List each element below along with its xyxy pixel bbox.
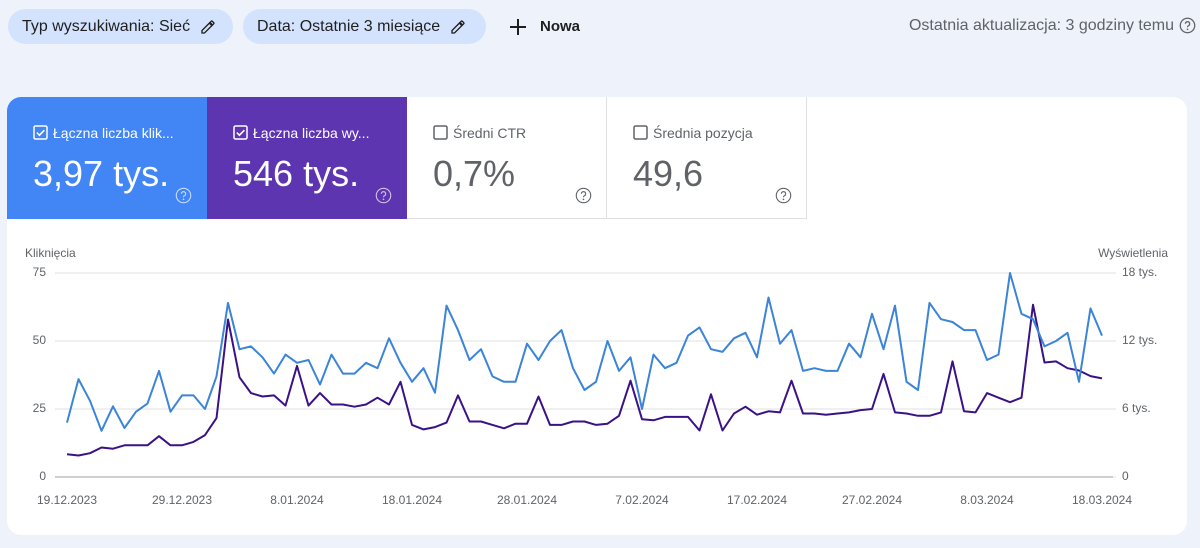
y-tick-label: 50 (33, 333, 47, 347)
x-tick-label: 7.02.2024 (615, 493, 669, 507)
filter-label: Data: Ostatnie 3 miesiące (257, 17, 441, 35)
y2-tick-label: 18 tys. (1122, 265, 1157, 279)
checkbox[interactable] (633, 125, 648, 140)
y2-tick-label: 12 tys. (1122, 333, 1157, 347)
plus-icon (510, 18, 526, 35)
checkbox[interactable] (233, 125, 248, 140)
y2-tick-label: 0 (1122, 469, 1129, 483)
filter-label: Typ wyszukiwania: Sieć (22, 17, 191, 35)
metric-label: Łączna liczba klik... (53, 125, 174, 141)
x-tick-label: 19.12.2023 (37, 493, 97, 507)
metric-card[interactable]: Łączna liczba wy... 546 tys. (207, 97, 407, 219)
x-tick-label: 29.12.2023 (152, 493, 212, 507)
metric-label: Średni CTR (453, 125, 527, 141)
metric-card[interactable]: Średni CTR 0,7% (407, 97, 607, 219)
x-tick-label: 18.03.2024 (1072, 493, 1132, 507)
checkbox[interactable] (433, 125, 448, 140)
performance-card: Łączna liczba klik... 3,97 tys. Łączna lic… (7, 97, 1187, 535)
y2-axis-title: Wyświetlenia (1098, 246, 1168, 260)
y-axis-title: Kliknięcia (25, 246, 76, 260)
help-icon[interactable] (375, 187, 392, 209)
metric-value: 49,6 (633, 153, 704, 194)
checkbox[interactable] (33, 125, 48, 140)
metric-label: Średnia pozycja (653, 125, 753, 141)
filter-chip[interactable]: Typ wyszukiwania: Sieć (8, 9, 233, 44)
y-tick-label: 25 (33, 401, 47, 415)
new-label: Nowa (540, 18, 581, 35)
x-tick-label: 18.01.2024 (382, 493, 442, 507)
new-filter-button[interactable]: Nowa (508, 9, 580, 44)
series-line (66, 303, 1103, 457)
y-tick-label: 0 (39, 469, 46, 483)
x-tick-label: 8.01.2024 (270, 493, 324, 507)
x-tick-label: 28.01.2024 (497, 493, 557, 507)
x-tick-label: 8.03.2024 (960, 493, 1014, 507)
metric-label: Łączna liczba wy... (253, 125, 370, 141)
edit-icon (201, 19, 215, 34)
help-icon[interactable] (175, 187, 192, 209)
help-icon[interactable] (1179, 17, 1196, 34)
edit-icon (451, 19, 465, 34)
metric-card[interactable]: Łączna liczba klik... 3,97 tys. (7, 97, 207, 219)
metric-value: 546 tys. (233, 153, 360, 194)
metric-value: 3,97 tys. (33, 153, 170, 194)
x-tick-label: 27.02.2024 (842, 493, 902, 507)
filter-chip[interactable]: Data: Ostatnie 3 miesiące (243, 9, 486, 44)
x-tick-label: 17.02.2024 (727, 493, 787, 507)
metric-value: 0,7% (433, 153, 516, 194)
series-line (66, 272, 1103, 432)
metric-card[interactable]: Średnia pozycja 49,6 (607, 97, 807, 219)
help-icon[interactable] (575, 187, 592, 209)
y-tick-label: 75 (33, 265, 47, 279)
help-icon[interactable] (775, 187, 792, 209)
y2-tick-label: 6 tys. (1122, 401, 1151, 415)
last-update: Ostatnia aktualizacja: 3 godziny temu (908, 17, 1174, 34)
